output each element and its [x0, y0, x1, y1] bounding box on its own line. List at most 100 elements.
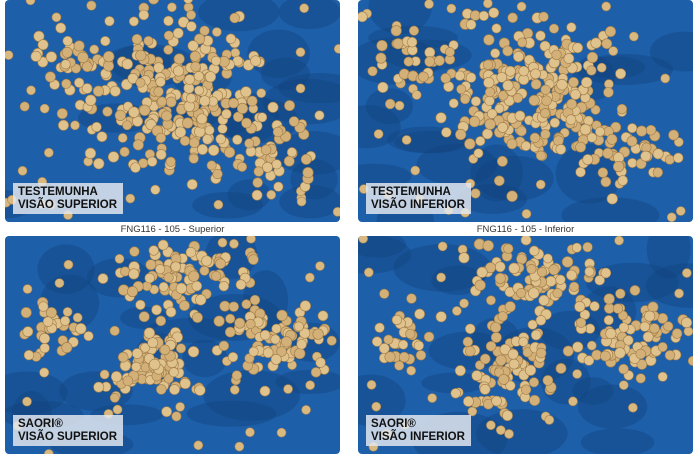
seed — [266, 190, 277, 200]
seed — [602, 147, 614, 159]
seed — [215, 258, 226, 269]
seed — [130, 162, 141, 173]
seed — [464, 323, 476, 335]
seed — [57, 119, 69, 131]
seed — [568, 396, 578, 407]
seed — [391, 314, 403, 326]
seed — [358, 11, 368, 23]
seed — [530, 78, 542, 90]
seed — [629, 285, 641, 296]
seed — [569, 281, 580, 292]
seed — [582, 154, 594, 165]
seed — [299, 3, 309, 14]
seed — [196, 113, 208, 125]
seed — [524, 364, 537, 376]
seed — [150, 184, 161, 195]
seed — [163, 272, 174, 283]
seed — [415, 350, 427, 361]
seed — [576, 317, 587, 328]
seed — [224, 326, 236, 338]
seed — [508, 262, 520, 274]
seed — [478, 10, 489, 22]
seed — [217, 123, 228, 134]
seed — [186, 21, 197, 32]
seed — [506, 190, 518, 202]
seed — [194, 384, 206, 396]
seed — [545, 275, 557, 287]
seed — [257, 112, 268, 123]
seed — [288, 116, 300, 127]
seed — [315, 357, 326, 368]
seed — [155, 264, 166, 275]
seed — [586, 132, 597, 143]
seed — [229, 239, 239, 249]
seed — [608, 46, 619, 56]
shadow — [368, 0, 432, 34]
seed — [467, 406, 478, 417]
seed — [406, 36, 418, 48]
seed — [364, 267, 374, 278]
seed — [117, 351, 129, 363]
seed — [127, 286, 138, 298]
seed — [143, 327, 156, 339]
seed — [225, 313, 236, 324]
seed — [25, 0, 36, 6]
seed — [184, 74, 195, 85]
seed — [135, 49, 147, 62]
shadow — [192, 191, 264, 219]
seed — [595, 126, 606, 137]
seed — [617, 175, 629, 186]
seed — [535, 315, 547, 326]
seed — [448, 98, 459, 109]
seed — [169, 384, 180, 395]
seed — [568, 77, 579, 88]
seed — [482, 128, 493, 140]
seed — [512, 51, 525, 63]
shadow — [580, 428, 655, 454]
shadow — [555, 143, 623, 204]
seed — [122, 120, 132, 131]
seed — [418, 71, 429, 83]
seed — [37, 39, 49, 51]
seed — [436, 272, 446, 283]
seed — [39, 367, 50, 378]
seed — [195, 294, 207, 306]
seed — [529, 394, 541, 406]
seed — [159, 344, 171, 356]
seed — [271, 323, 282, 334]
seed — [189, 50, 201, 62]
seed — [92, 85, 105, 97]
seed — [199, 25, 210, 36]
seed — [207, 144, 220, 156]
seed — [549, 117, 560, 128]
seed — [460, 94, 471, 105]
seed — [502, 45, 514, 57]
seed — [262, 347, 274, 359]
photo: SAORI® VISÃO INFERIOR — [358, 236, 693, 454]
seed — [384, 351, 396, 363]
seed — [103, 50, 115, 63]
seed — [584, 266, 595, 277]
seed — [270, 353, 282, 365]
seed — [490, 331, 502, 343]
seed — [221, 108, 232, 120]
seed — [566, 22, 577, 33]
seed — [614, 347, 626, 359]
seed — [246, 95, 258, 107]
seed — [394, 100, 405, 111]
seed — [600, 267, 612, 279]
seed — [683, 326, 693, 337]
seed — [70, 120, 80, 131]
seed — [540, 108, 551, 119]
seed — [636, 359, 648, 370]
seed — [635, 348, 646, 360]
seed — [617, 310, 628, 321]
seed — [555, 274, 566, 285]
shadow — [358, 105, 401, 149]
seed — [224, 146, 236, 158]
seed — [398, 351, 410, 363]
seed — [486, 420, 496, 431]
seed — [446, 3, 457, 14]
seed — [581, 76, 593, 89]
seed — [552, 288, 563, 299]
